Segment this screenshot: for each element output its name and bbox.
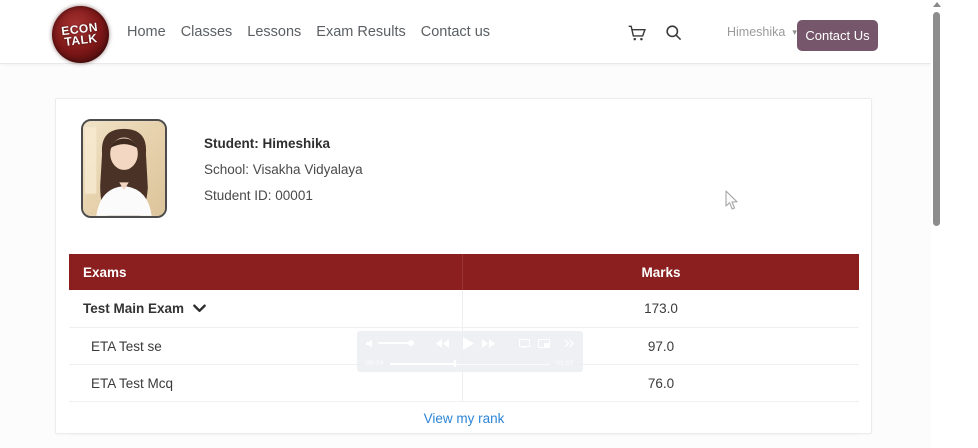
chevron-down-icon[interactable] bbox=[193, 304, 206, 313]
exam-marks: 97.0 bbox=[647, 338, 675, 354]
student-school-line: School: Visakha Vidyalaya bbox=[204, 162, 363, 177]
table-row-sub-exam: ETA Test se 97.0 bbox=[69, 328, 859, 365]
search-icon[interactable] bbox=[664, 23, 683, 42]
main-nav: Home Classes Lessons Exam Results Contac… bbox=[127, 0, 490, 64]
table-header-row: Exams Marks bbox=[69, 254, 859, 290]
view-my-rank-link[interactable]: View my rank bbox=[423, 410, 505, 426]
user-name: Himeshika bbox=[727, 25, 786, 39]
user-dropdown[interactable]: Himeshika ▾ bbox=[727, 0, 797, 64]
student-results-card: Student: Himeshika School: Visakha Vidya… bbox=[55, 98, 872, 435]
student-info: Student: Himeshika School: Visakha Vidya… bbox=[204, 136, 363, 203]
student-name-line: Student: Himeshika bbox=[204, 136, 331, 151]
student-photo-illustration bbox=[83, 121, 165, 216]
page-background: ECON TALK Home Classes Lessons Exam Resu… bbox=[0, 0, 932, 435]
exam-name: ETA Test Mcq bbox=[69, 365, 463, 401]
student-photo bbox=[81, 119, 167, 218]
logo-text: ECON TALK bbox=[61, 19, 100, 49]
contact-us-button[interactable]: Contact Us bbox=[797, 20, 878, 51]
nav-item-contact-us[interactable]: Contact us bbox=[420, 24, 491, 40]
exam-name[interactable]: Test Main Exam bbox=[83, 301, 185, 316]
nav-item-home[interactable]: Home bbox=[127, 24, 166, 40]
column-header-exams: Exams bbox=[69, 254, 463, 290]
table-footer: View my rank bbox=[69, 402, 859, 435]
exam-name: ETA Test se bbox=[69, 328, 463, 364]
top-navbar: ECON TALK Home Classes Lessons Exam Resu… bbox=[0, 0, 932, 64]
marks-table: Exams Marks Test Main Exam 173.0 ETA Tes… bbox=[69, 254, 859, 435]
scroll-up-arrow-icon[interactable] bbox=[933, 2, 941, 7]
nav-item-lessons[interactable]: Lessons bbox=[247, 24, 302, 40]
column-header-marks: Marks bbox=[641, 264, 681, 280]
exam-marks: 173.0 bbox=[644, 301, 678, 316]
logo-line2: TALK bbox=[63, 30, 99, 49]
table-row-main-exam[interactable]: Test Main Exam 173.0 bbox=[69, 290, 859, 328]
scrollbar-thumb[interactable] bbox=[933, 12, 940, 226]
vertical-scrollbar bbox=[931, 0, 943, 448]
econtalk-logo[interactable]: ECON TALK bbox=[52, 6, 109, 63]
cart-icon[interactable] bbox=[627, 23, 647, 43]
nav-item-classes[interactable]: Classes bbox=[180, 24, 233, 40]
student-id-line: Student ID: 00001 bbox=[204, 188, 313, 203]
nav-item-exam-results[interactable]: Exam Results bbox=[316, 24, 406, 40]
table-row-sub-exam: ETA Test Mcq 76.0 bbox=[69, 365, 859, 402]
caret-down-icon: ▾ bbox=[792, 26, 797, 37]
exam-marks: 76.0 bbox=[647, 375, 675, 391]
